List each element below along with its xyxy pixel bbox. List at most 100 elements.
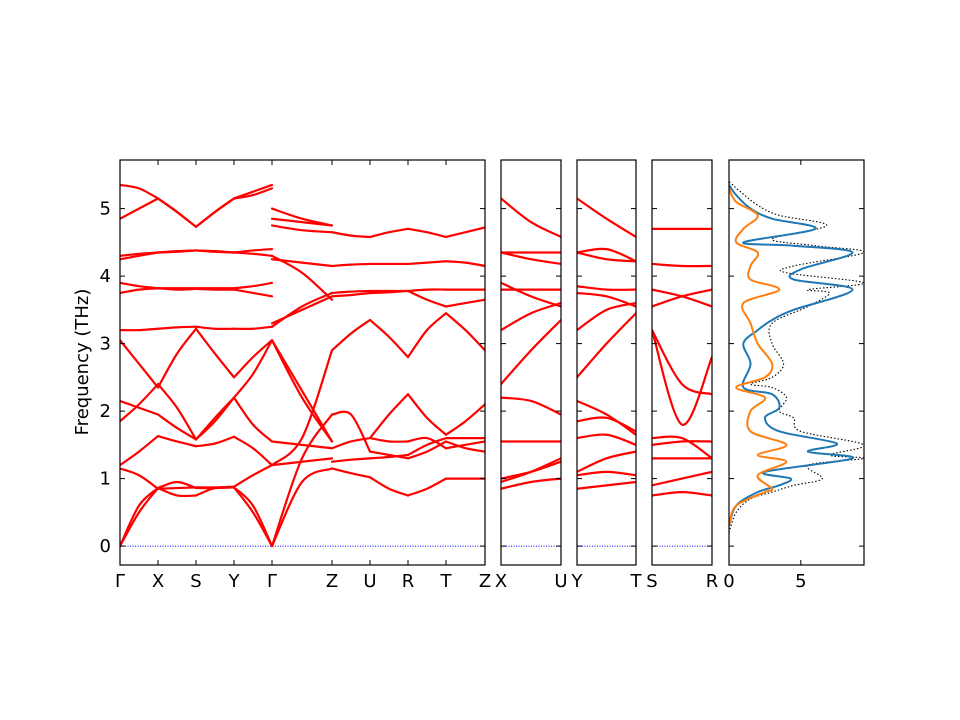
band-line-p1-s0-b4: [501, 396, 561, 416]
band-line-p0-s8-b2: [444, 440, 485, 453]
band-line-p0-s3-b2: [232, 464, 274, 488]
panel-plot-1: [501, 197, 561, 547]
band-line-p0-s5-b2: [330, 410, 372, 453]
band-line-p0-s3-b6: [232, 339, 274, 379]
band-line-p0-s4-b6: [270, 339, 334, 443]
band-line-p0-s4-b8: [270, 295, 334, 325]
band-line-p0-s7-b9: [406, 227, 448, 239]
x-tick-label-p0-9: Z: [479, 571, 491, 592]
band-line-p0-s0-b3: [120, 434, 160, 467]
band-line-p0-s5-b3: [330, 318, 372, 352]
band-line-p3-s0-b8: [652, 288, 712, 308]
x-tick-label-p0-5: Z: [326, 571, 338, 592]
band-line-p0-s3-b3: [232, 435, 274, 467]
y-axis-title: Frequency (THz): [72, 289, 93, 436]
band-line-p0-s6-b4: [368, 393, 410, 440]
band-line-p2-s0-b4: [577, 416, 636, 433]
band-line-p0-s7-b3: [406, 312, 448, 359]
dos-series-1: [729, 184, 854, 527]
y-tick-label-0: 0: [100, 536, 111, 557]
band-line-p0-s2-b7: [194, 325, 236, 330]
band-line-p1-s0-b5: [501, 318, 561, 386]
band-line-p0-s4-b1: [270, 413, 334, 548]
band-line-p1-s0-b8: [501, 281, 561, 308]
band-line-p0-s4-b3: [270, 349, 334, 467]
band-line-p0-s7-b4: [406, 393, 448, 436]
x-tick-label-p1-1: U: [554, 571, 567, 592]
dos-x-tick-label-1: 5: [795, 571, 806, 592]
band-line-p2-s0-b9: [577, 285, 636, 291]
x-tick-label-p1-0: X: [495, 571, 507, 592]
band-line-p0-s1-b5: [156, 413, 198, 441]
band-line-p3-s0-b6: [652, 329, 712, 426]
band-line-p1-s0-b0: [501, 477, 561, 490]
band-line-p0-s6-b2: [368, 450, 410, 460]
dos-x-tick-label-0: 0: [723, 571, 734, 592]
band-line-p0-s0-b6: [120, 339, 160, 389]
band-line-p0-s3-b1: [232, 486, 274, 548]
band-line-p0-s7-b6: [406, 288, 448, 293]
band-line-p0-s4-b11: [270, 224, 334, 234]
band-line-p0-s6-b7: [368, 289, 410, 295]
x-tick-label-p0-1: X: [152, 571, 164, 592]
x-tick-label-p0-0: Γ: [115, 571, 125, 592]
band-line-p0-s3-b8: [232, 288, 274, 298]
band-line-p2-s0-b10: [577, 247, 636, 263]
band-line-p0-s8-b3: [444, 312, 485, 352]
dos-series-0: [729, 181, 864, 533]
band-line-p0-s4-b4: [270, 440, 334, 450]
band-line-p0-s5-b5: [330, 289, 372, 295]
band-line-p3-s0-b5: [652, 329, 712, 396]
band-line-p0-s1-b13: [156, 197, 198, 228]
band-line-p0-s0-b13: [120, 183, 160, 200]
band-line-p0-s5-b7: [330, 262, 372, 268]
y-tick-label-3: 3: [100, 334, 111, 355]
band-line-p1-s0-b6: [501, 302, 561, 332]
y-tick-label-4: 4: [100, 266, 111, 287]
band-line-p0-s0-b8: [120, 287, 160, 295]
band-line-p2-s0-b5: [577, 399, 636, 436]
x-tick-label-p0-6: U: [363, 571, 376, 592]
band-line-p0-s3-b13: [232, 183, 274, 200]
panel-frame-1: [500, 159, 562, 566]
panel-frame-0: [119, 159, 486, 566]
band-line-p0-s8-b5: [444, 440, 485, 450]
band-line-p2-s0-b12: [577, 197, 636, 239]
band-line-p0-s5-b1: [330, 457, 372, 463]
y-tick-label-1: 1: [100, 469, 111, 490]
band-line-p2-s0-b0: [577, 480, 636, 490]
band-line-p0-s0-b5: [120, 399, 160, 416]
x-tick-label-p2-1: T: [630, 571, 643, 592]
band-line-p0-s3-b4: [232, 396, 274, 443]
band-line-p0-s3-b7: [232, 325, 274, 330]
band-line-p0-s2-b3: [194, 435, 236, 448]
x-tick-label-p0-7: R: [402, 571, 415, 592]
band-line-p0-s5-b4: [330, 437, 372, 450]
band-line-p0-s2-b13: [194, 197, 236, 228]
band-line-p0-s4-b13: [270, 207, 334, 227]
panel-frame-4: [728, 159, 865, 566]
x-tick-label-p3-0: S: [646, 571, 657, 592]
band-line-p0-s3-b5: [232, 339, 274, 399]
band-line-p0-s8-b4: [444, 403, 485, 436]
band-line-p0-s8-b7: [444, 298, 485, 308]
panel-plot-0: [120, 183, 485, 548]
band-line-p0-s7-b0: [406, 477, 448, 497]
band-line-p0-s3-b9: [232, 281, 274, 290]
band-line-p0-s6-b5: [368, 437, 410, 443]
band-line-p3-s0-b3: [652, 440, 712, 446]
band-line-p0-s8-b8: [444, 260, 485, 268]
band-line-p0-s1-b2: [156, 486, 198, 490]
band-line-p3-s0-b4: [652, 435, 712, 460]
band-line-p2-s0-b7: [577, 302, 636, 332]
band-line-p0-s0-b11: [120, 251, 160, 257]
panel-plot-4: [729, 181, 864, 533]
band-line-p3-s0-b0: [652, 491, 712, 497]
band-line-p0-s3-b11: [232, 251, 274, 257]
band-line-p0-s7-b1: [406, 437, 448, 457]
band-line-p2-s0-b11: [577, 251, 636, 263]
